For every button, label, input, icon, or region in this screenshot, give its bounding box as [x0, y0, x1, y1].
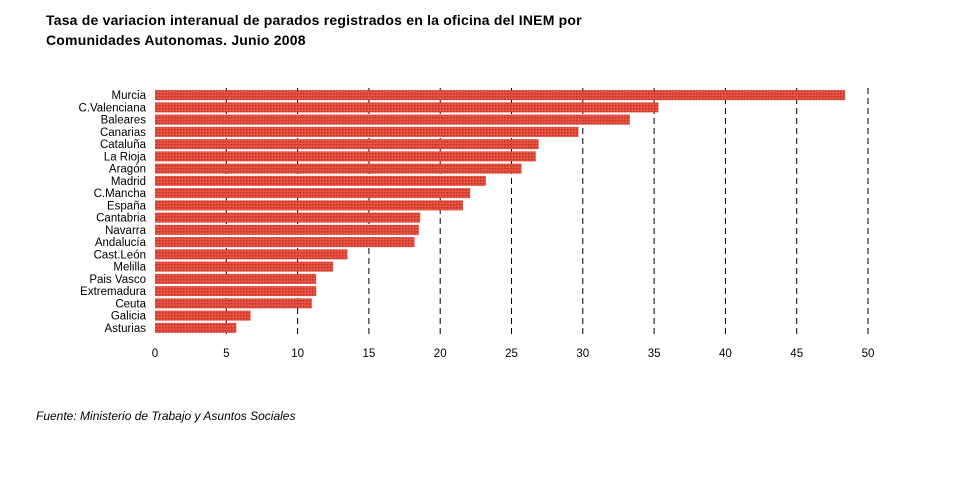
chart-title: Tasa de variacion interanual de parados …	[46, 10, 582, 50]
bar-Madrid	[155, 175, 486, 186]
x-tick-label: 0	[152, 348, 158, 360]
source-note: Fuente: Ministerio de Trabajo y Asuntos …	[36, 409, 296, 423]
bar-Murcia	[155, 90, 846, 101]
y-category-label: Extremadura	[80, 286, 146, 298]
y-category-label: Cast.León	[94, 249, 146, 261]
bar-Andalucía	[155, 237, 415, 248]
bar-Galicia	[155, 310, 251, 321]
y-category-label: Aragón	[109, 164, 146, 176]
x-axis-labels: 0 5 10 15 20 25 30 35 40 45 50	[152, 348, 875, 360]
x-tick-label: 30	[576, 348, 589, 360]
bar-Canarias	[155, 126, 579, 137]
y-category-label: La Rioja	[104, 151, 147, 163]
bar-Ceuta	[155, 298, 312, 309]
y-category-label: Ceuta	[115, 298, 146, 310]
bars	[155, 90, 846, 333]
x-tick-label: 15	[363, 348, 376, 360]
x-tick-label: 10	[291, 348, 304, 360]
bar-España	[155, 200, 464, 211]
y-category-label: Melilla	[113, 262, 146, 274]
x-tick-label: 20	[434, 348, 447, 360]
x-tick-label: 5	[223, 348, 229, 360]
y-category-label: Asturias	[104, 323, 146, 335]
chart-title-line-1: Tasa de variacion interanual de parados …	[46, 12, 582, 28]
bar-Cantabria	[155, 212, 421, 223]
x-tick-label: 50	[862, 348, 875, 360]
bar-Aragón	[155, 163, 522, 174]
y-category-label: C.Valenciana	[78, 102, 146, 114]
bar-Asturias	[155, 322, 237, 333]
x-tick-label: 35	[648, 348, 661, 360]
x-tick-label: 40	[719, 348, 732, 360]
y-category-label: Cantabria	[96, 213, 146, 225]
bar-Navarra	[155, 224, 419, 235]
y-category-label: Murcia	[111, 90, 146, 102]
bar-C.Mancha	[155, 188, 471, 199]
bar-Cast.León	[155, 249, 348, 260]
bar-Baleares	[155, 114, 630, 125]
y-category-label: Canarias	[100, 127, 146, 139]
y-category-label: Andalucía	[95, 237, 147, 249]
y-category-label: Pais Vasco	[89, 274, 146, 286]
x-tick-label: 25	[505, 348, 518, 360]
x-tick-label: 45	[790, 348, 803, 360]
bar-Pais Vasco	[155, 273, 317, 284]
bar-C.Valenciana	[155, 102, 659, 113]
y-axis-labels: MurciaC.ValencianaBalearesCanariasCatalu…	[78, 90, 146, 335]
y-category-label: Cataluña	[100, 139, 147, 151]
chart-title-line-2: Comunidades Autonomas. Junio 2008	[46, 32, 306, 48]
bar-Extremadura	[155, 286, 317, 297]
bar-Cataluña	[155, 139, 539, 150]
y-category-label: Galicia	[111, 311, 147, 323]
y-category-label: Baleares	[101, 115, 147, 127]
bar-La Rioja	[155, 151, 536, 162]
y-category-label: Madrid	[111, 176, 146, 188]
y-category-label: C.Mancha	[94, 188, 147, 200]
bar-Melilla	[155, 261, 334, 272]
y-category-label: España	[107, 200, 147, 212]
y-category-label: Navarra	[105, 225, 147, 237]
